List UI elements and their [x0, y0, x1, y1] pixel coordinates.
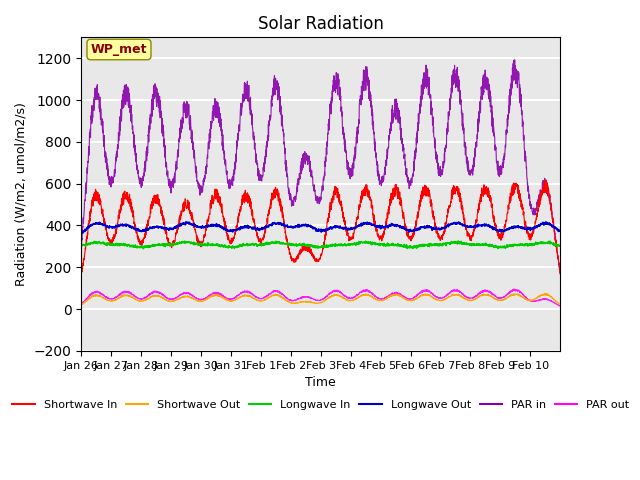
- Y-axis label: Radiation (W/m2, umol/m2/s): Radiation (W/m2, umol/m2/s): [15, 102, 28, 286]
- Title: Solar Radiation: Solar Radiation: [258, 15, 383, 33]
- X-axis label: Time: Time: [305, 376, 336, 389]
- Legend: Shortwave In, Shortwave Out, Longwave In, Longwave Out, PAR in, PAR out: Shortwave In, Shortwave Out, Longwave In…: [8, 396, 634, 414]
- Text: WP_met: WP_met: [91, 43, 147, 56]
